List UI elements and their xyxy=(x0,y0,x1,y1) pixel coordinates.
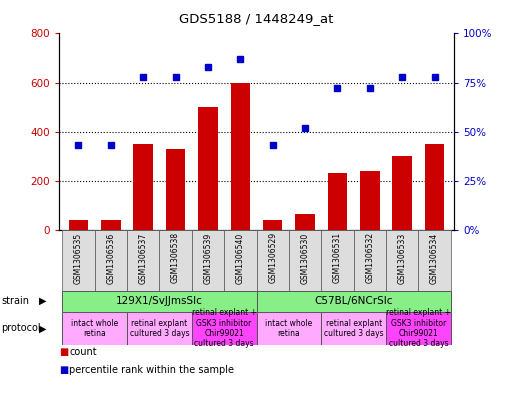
Bar xyxy=(127,230,160,291)
Text: ■: ■ xyxy=(59,365,68,375)
Text: GSM1306540: GSM1306540 xyxy=(236,232,245,284)
Bar xyxy=(289,230,321,291)
Text: GSM1306535: GSM1306535 xyxy=(74,232,83,284)
Bar xyxy=(425,144,444,230)
Bar xyxy=(295,214,315,230)
Text: GSM1306536: GSM1306536 xyxy=(106,232,115,284)
Text: retinal explant +
GSK3 inhibitor
Chir99021
cultured 3 days: retinal explant + GSK3 inhibitor Chir990… xyxy=(386,308,451,349)
Text: 129X1/SvJJmsSlc: 129X1/SvJJmsSlc xyxy=(116,296,203,306)
Text: percentile rank within the sample: percentile rank within the sample xyxy=(69,365,234,375)
Bar xyxy=(101,220,121,230)
Bar xyxy=(160,230,192,291)
Bar xyxy=(166,149,185,230)
Bar xyxy=(224,230,256,291)
Text: retinal explant +
GSK3 inhibitor
Chir99021
cultured 3 days: retinal explant + GSK3 inhibitor Chir990… xyxy=(192,308,256,349)
Bar xyxy=(321,230,353,291)
Bar xyxy=(386,312,451,345)
Bar xyxy=(256,291,451,312)
Bar xyxy=(62,291,256,312)
Bar xyxy=(386,230,419,291)
Text: intact whole
retina: intact whole retina xyxy=(71,319,118,338)
Text: ▶: ▶ xyxy=(38,323,46,333)
Bar xyxy=(192,230,224,291)
Text: retinal explant
cultured 3 days: retinal explant cultured 3 days xyxy=(324,319,383,338)
Bar xyxy=(62,312,127,345)
Text: GSM1306537: GSM1306537 xyxy=(139,232,148,284)
Bar xyxy=(392,156,412,230)
Text: GSM1306530: GSM1306530 xyxy=(301,232,309,284)
Text: retinal explant
cultured 3 days: retinal explant cultured 3 days xyxy=(130,319,189,338)
Text: ▶: ▶ xyxy=(38,296,46,306)
Text: GSM1306538: GSM1306538 xyxy=(171,232,180,283)
Bar xyxy=(360,171,380,230)
Bar xyxy=(231,83,250,230)
Text: strain: strain xyxy=(1,296,29,306)
Text: GSM1306531: GSM1306531 xyxy=(333,232,342,283)
Text: protocol: protocol xyxy=(1,323,41,333)
Text: GSM1306539: GSM1306539 xyxy=(204,232,212,284)
Bar xyxy=(198,107,218,230)
Text: C57BL/6NCrSlc: C57BL/6NCrSlc xyxy=(314,296,393,306)
Bar xyxy=(419,230,451,291)
Bar xyxy=(69,220,88,230)
Bar xyxy=(256,312,321,345)
Bar xyxy=(263,220,282,230)
Bar xyxy=(321,312,386,345)
Text: GDS5188 / 1448249_at: GDS5188 / 1448249_at xyxy=(180,12,333,25)
Bar xyxy=(94,230,127,291)
Bar xyxy=(256,230,289,291)
Bar xyxy=(133,144,153,230)
Text: GSM1306533: GSM1306533 xyxy=(398,232,407,284)
Text: GSM1306534: GSM1306534 xyxy=(430,232,439,284)
Bar xyxy=(328,173,347,230)
Text: intact whole
retina: intact whole retina xyxy=(265,319,312,338)
Text: GSM1306529: GSM1306529 xyxy=(268,232,277,283)
Bar xyxy=(127,312,192,345)
Bar xyxy=(192,312,256,345)
Text: count: count xyxy=(69,347,97,357)
Text: ■: ■ xyxy=(59,347,68,357)
Text: GSM1306532: GSM1306532 xyxy=(365,232,374,283)
Bar xyxy=(353,230,386,291)
Bar xyxy=(62,230,94,291)
